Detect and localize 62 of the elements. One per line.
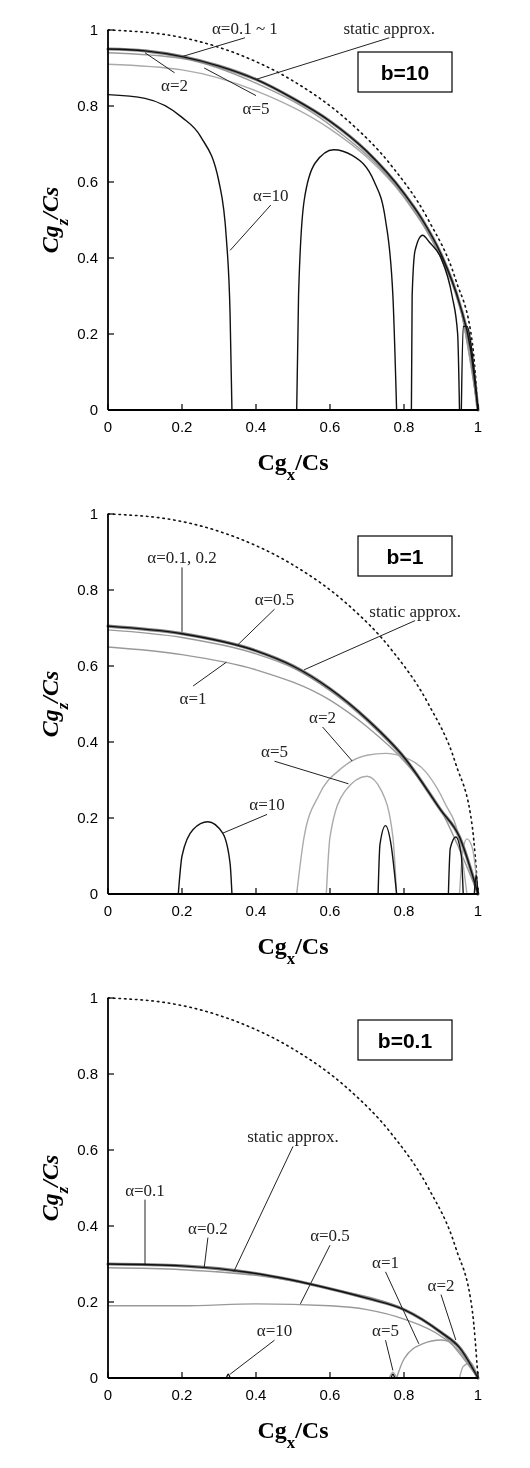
y-tick-label: 1 (89, 989, 98, 1006)
y-tick-label: 0 (89, 401, 98, 418)
annotation: α=10 (249, 795, 285, 815)
annotation: static approx. (343, 18, 435, 38)
y-tick-label: 0 (89, 885, 98, 902)
annotation: α=0.2 (188, 1218, 228, 1238)
annotation: α=1 (372, 1252, 399, 1272)
x-tick-label: 0.2 (171, 418, 193, 435)
x-tick-label: 0.4 (245, 418, 267, 435)
x-tick-label: 0.8 (393, 418, 415, 435)
y-tick-label: 0.8 (77, 1065, 98, 1082)
y-tick-label: 0.4 (77, 1217, 98, 1234)
text: b=10 (380, 61, 430, 84)
x-axis-title: Cg$_{x}$/Cs (257, 449, 329, 484)
annotation: α=0.5 (310, 1226, 350, 1246)
annotation: static approx. (369, 601, 461, 621)
y-tick-label: 0.4 (77, 733, 98, 750)
annotation: α=5 (242, 98, 270, 118)
annotation: α=1 (179, 689, 207, 708)
y-tick-label: 0.8 (77, 97, 98, 114)
annotation: α=5 (372, 1321, 399, 1341)
y-tick-label: 0.6 (77, 173, 98, 190)
x-tick-label: 0.6 (319, 1386, 341, 1403)
y-tick-label: 0.6 (77, 657, 98, 674)
annotation: α=0.1 ~ 1 (211, 18, 278, 38)
y-tick-label: 1 (89, 21, 98, 38)
x-axis-title: Cg$_{x}$/Cs (257, 1417, 329, 1452)
y-tick-label: 0.6 (77, 1141, 98, 1158)
y-tick-label: 0 (89, 1369, 98, 1386)
x-tick-label: 1 (473, 902, 483, 919)
x-tick-label: 0 (103, 902, 113, 919)
x-tick-label: 0 (103, 418, 113, 435)
x-tick-label: 0.6 (319, 418, 341, 435)
x-tick-label: 0.8 (393, 902, 415, 919)
annotation: α=2 (309, 708, 337, 727)
x-axis-title: Cg$_{x}$/Cs (257, 933, 329, 968)
text: b=1 (386, 545, 424, 568)
text: b=0.1 (377, 1029, 433, 1052)
x-tick-label: 0.8 (393, 1386, 415, 1403)
y-tick-label: 0.8 (77, 581, 98, 598)
x-tick-label: 0.2 (171, 1386, 193, 1403)
x-tick-label: 0.6 (319, 902, 341, 919)
y-tick-label: 0.2 (77, 809, 98, 826)
annotation: α=10 (253, 186, 289, 205)
annotation: α=2 (161, 75, 189, 95)
x-tick-label: 0 (103, 1386, 113, 1403)
y-tick-label: 1 (89, 505, 98, 522)
annotation: α=0.1, 0.2 (147, 548, 217, 568)
x-tick-label: 1 (473, 418, 483, 435)
annotation: α=10 (256, 1321, 293, 1341)
y-tick-label: 0.2 (77, 1293, 98, 1310)
annotation: α=0.5 (254, 590, 295, 610)
y-tick-label: 0.2 (77, 325, 98, 342)
x-tick-label: 0.4 (245, 1386, 267, 1403)
annotation: α=2 (427, 1275, 455, 1295)
x-tick-label: 0.2 (171, 902, 193, 919)
annotation: α=0.1 (125, 1180, 165, 1200)
x-tick-label: 1 (473, 1386, 483, 1403)
y-tick-label: 0.4 (77, 249, 98, 266)
annotation: static approx. (247, 1127, 339, 1147)
x-tick-label: 0.4 (245, 902, 267, 919)
annotation: α=5 (261, 742, 288, 762)
